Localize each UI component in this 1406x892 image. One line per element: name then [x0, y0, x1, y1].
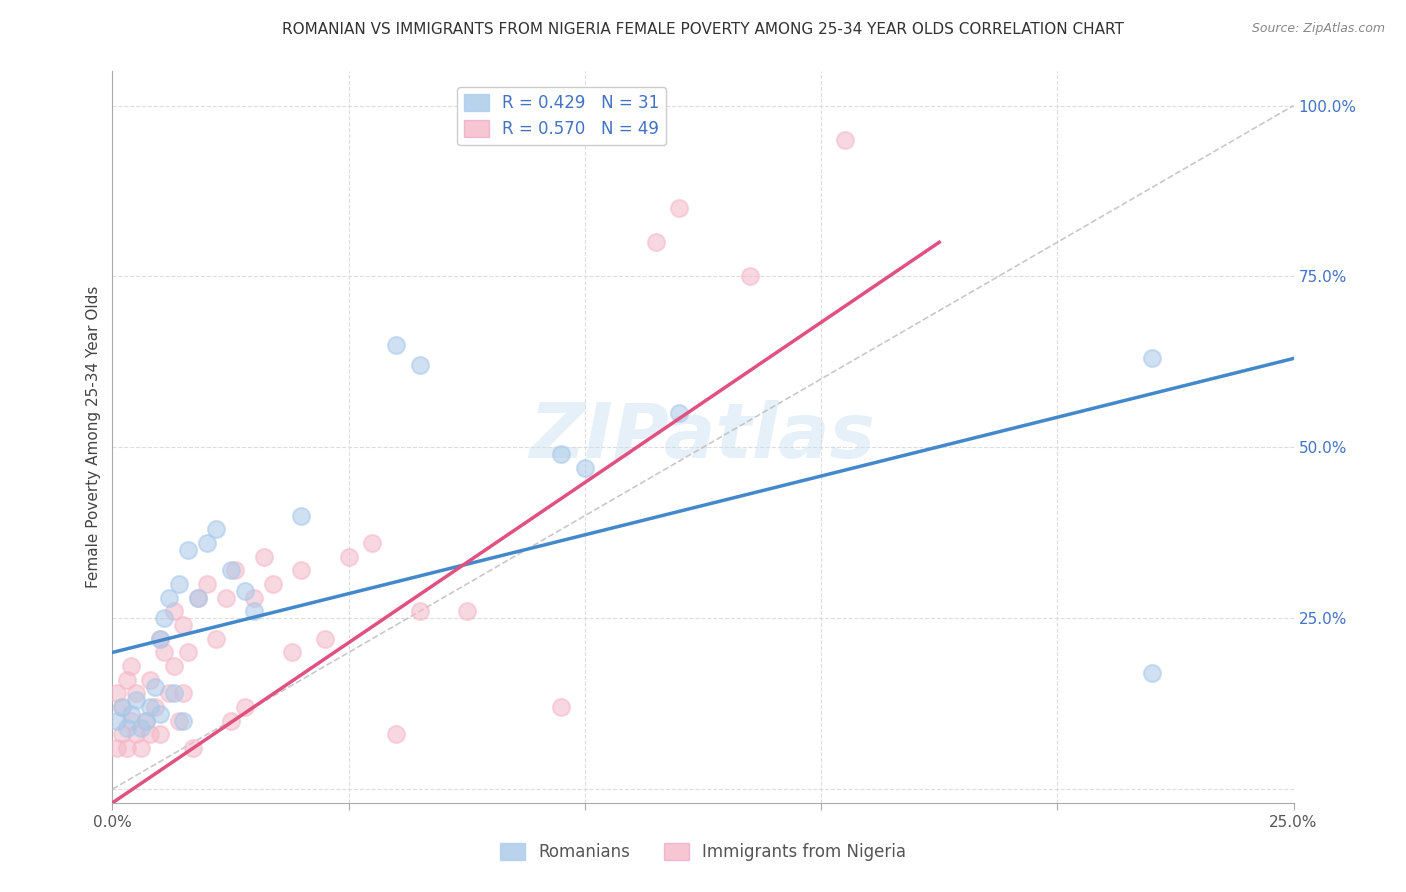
Point	[253, 549, 276, 564]
Point	[143, 700, 166, 714]
Point	[125, 693, 148, 707]
Point	[111, 700, 134, 714]
Point	[143, 680, 166, 694]
Legend: Romanians, Immigrants from Nigeria: Romanians, Immigrants from Nigeria	[494, 836, 912, 868]
Point	[205, 632, 228, 646]
Point	[408, 604, 430, 618]
Point	[290, 563, 312, 577]
Point	[153, 611, 176, 625]
Point	[139, 673, 162, 687]
Point	[120, 706, 142, 721]
Point	[574, 460, 596, 475]
Point	[167, 714, 190, 728]
Point	[163, 659, 186, 673]
Point	[290, 508, 312, 523]
Point	[337, 549, 360, 564]
Point	[115, 673, 138, 687]
Point	[408, 359, 430, 373]
Point	[233, 700, 256, 714]
Point	[172, 618, 194, 632]
Point	[740, 269, 762, 284]
Point	[149, 727, 172, 741]
Point	[163, 604, 186, 618]
Point	[1140, 351, 1163, 366]
Point	[195, 536, 218, 550]
Point	[233, 583, 256, 598]
Point	[135, 714, 157, 728]
Point	[125, 686, 148, 700]
Point	[125, 727, 148, 741]
Point	[157, 686, 180, 700]
Point	[120, 714, 142, 728]
Point	[385, 727, 408, 741]
Point	[186, 591, 208, 605]
Point	[111, 727, 134, 741]
Point	[135, 714, 157, 728]
Point	[149, 706, 172, 721]
Point	[205, 522, 228, 536]
Point	[139, 700, 162, 714]
Point	[105, 714, 128, 728]
Point	[550, 447, 572, 461]
Point	[219, 714, 242, 728]
Point	[149, 632, 172, 646]
Point	[224, 563, 246, 577]
Point	[1140, 665, 1163, 680]
Point	[243, 591, 266, 605]
Point	[668, 201, 690, 215]
Point	[644, 235, 666, 250]
Text: ZIPatlas: ZIPatlas	[530, 401, 876, 474]
Point	[111, 700, 134, 714]
Y-axis label: Female Poverty Among 25-34 Year Olds: Female Poverty Among 25-34 Year Olds	[86, 286, 101, 588]
Point	[149, 632, 172, 646]
Point	[262, 577, 284, 591]
Point	[668, 406, 690, 420]
Point	[186, 591, 208, 605]
Point	[139, 727, 162, 741]
Point	[177, 542, 200, 557]
Point	[215, 591, 238, 605]
Point	[120, 659, 142, 673]
Point	[281, 645, 304, 659]
Point	[129, 741, 152, 756]
Point	[314, 632, 336, 646]
Point	[385, 338, 408, 352]
Point	[177, 645, 200, 659]
Text: Source: ZipAtlas.com: Source: ZipAtlas.com	[1251, 22, 1385, 36]
Point	[163, 686, 186, 700]
Point	[456, 604, 478, 618]
Point	[153, 645, 176, 659]
Point	[105, 741, 128, 756]
Text: ROMANIAN VS IMMIGRANTS FROM NIGERIA FEMALE POVERTY AMONG 25-34 YEAR OLDS CORRELA: ROMANIAN VS IMMIGRANTS FROM NIGERIA FEMA…	[283, 22, 1123, 37]
Point	[167, 577, 190, 591]
Point	[219, 563, 242, 577]
Point	[361, 536, 384, 550]
Point	[115, 741, 138, 756]
Point	[834, 133, 856, 147]
Point	[181, 741, 204, 756]
Point	[243, 604, 266, 618]
Point	[115, 721, 138, 735]
Point	[172, 686, 194, 700]
Point	[550, 700, 572, 714]
Point	[105, 686, 128, 700]
Point	[129, 721, 152, 735]
Point	[157, 591, 180, 605]
Point	[195, 577, 218, 591]
Point	[172, 714, 194, 728]
